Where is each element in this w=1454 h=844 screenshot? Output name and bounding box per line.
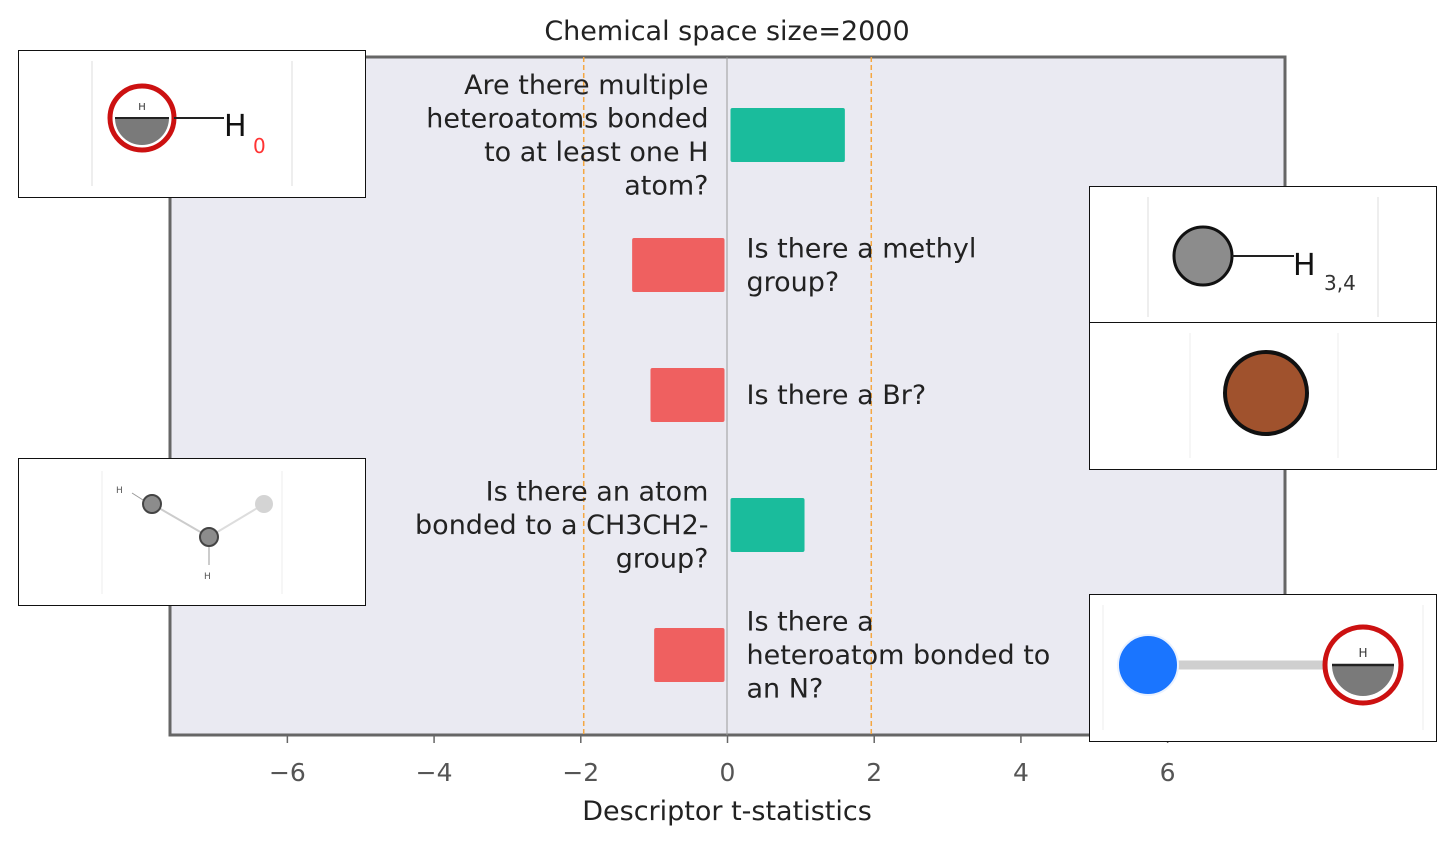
- x-tick-label: 0: [720, 758, 736, 787]
- bar-label-1: Is there a methyl group?: [747, 233, 977, 298]
- bar-3: [730, 498, 805, 552]
- x-axis-ticks: −6 −4 −2 0 2 4 6: [269, 735, 1176, 787]
- inset-h-atom-0: H H 0: [18, 50, 366, 198]
- bar-label-3: Is there an atom bonded to a CH3CH2-group…: [415, 477, 708, 575]
- inset2-subscript: 3,4: [1324, 271, 1356, 295]
- methyl-structure-icon: H 3,4: [1147, 197, 1379, 317]
- x-tick-label: 4: [1013, 758, 1029, 787]
- bar-1: [632, 238, 725, 292]
- x-tick-label: −6: [269, 758, 306, 787]
- bar-layer: [632, 108, 845, 682]
- h-atom-structure-icon: H H 0: [91, 61, 293, 186]
- ethyl-structure-icon: H H: [101, 471, 283, 594]
- nitrogen-h-structure-icon: H: [1102, 605, 1424, 730]
- bar-label-0: Are there multiple heteroatoms bonded to a…: [426, 70, 708, 202]
- chart-title: Chemical space size=2000: [544, 16, 909, 47]
- x-tick-label: −2: [562, 758, 599, 787]
- bar-4: [654, 628, 725, 682]
- x-axis-label: Descriptor t-statistics: [582, 796, 872, 827]
- inset-methyl-atom: H 3,4: [1089, 186, 1437, 324]
- bromine-atom-icon: [1189, 333, 1339, 458]
- inset-ethyl-fragment: H H: [18, 458, 366, 606]
- inset4-top-label: H: [116, 486, 123, 496]
- bar-2: [650, 368, 725, 422]
- x-tick-label: 6: [1160, 758, 1176, 787]
- inset1-small-label: H: [138, 102, 146, 113]
- threshold-lines: [582, 57, 873, 735]
- inset1-subscript: 0: [253, 134, 266, 158]
- inset1-atom-label: H: [224, 109, 247, 144]
- inset5-small-label: H: [1358, 646, 1367, 660]
- x-tick-label: 2: [866, 758, 882, 787]
- inset-br-atom: [1089, 322, 1437, 470]
- bar-label-layer: Are there multiple heteroatoms bonded to a…: [415, 70, 1050, 705]
- inset2-atom-label: H: [1293, 248, 1316, 283]
- inset4-bottom-label: H: [204, 572, 211, 582]
- x-tick-label: −4: [416, 758, 453, 787]
- bar-0: [730, 108, 845, 162]
- inset-n-h-bond: H: [1089, 594, 1437, 742]
- bar-label-2: Is there a Br?: [747, 380, 927, 411]
- bar-label-4: Is there a heteroatom bonded to an N?: [747, 607, 1051, 705]
